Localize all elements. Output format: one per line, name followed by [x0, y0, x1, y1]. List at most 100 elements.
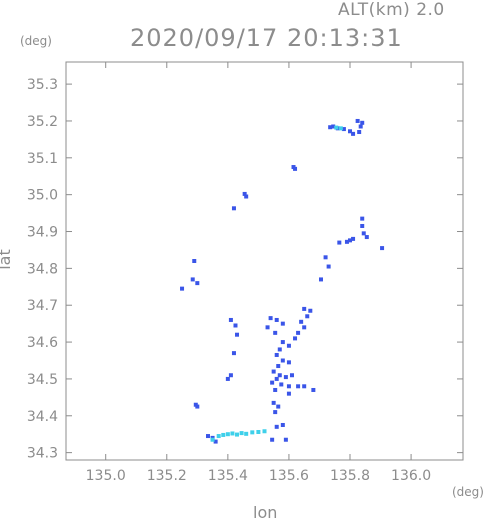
data-point: [235, 332, 240, 337]
data-point: [286, 391, 291, 396]
data-point: [280, 422, 285, 427]
y-tick-label: 34.3: [27, 446, 58, 462]
data-point: [337, 240, 342, 245]
data-point: [230, 431, 235, 436]
data-point: [286, 360, 291, 365]
data-point: [274, 352, 279, 357]
data-point: [289, 373, 294, 378]
altitude-label: ALT(km) 2.0: [338, 0, 445, 20]
data-point: [351, 131, 356, 136]
data-point: [355, 118, 360, 123]
x-axis-label: lon: [253, 503, 278, 522]
y-tick-label: 34.6: [27, 335, 58, 351]
data-point: [293, 166, 298, 171]
data-point: [318, 277, 323, 282]
data-point: [231, 351, 236, 356]
data-point: [334, 125, 339, 130]
data-point: [276, 404, 281, 409]
data-point: [271, 369, 276, 374]
y-tick-label: 34.5: [27, 372, 58, 388]
data-point: [271, 400, 276, 405]
data-point: [228, 373, 233, 378]
y-tick-label: 35.3: [27, 77, 58, 93]
data-point: [351, 236, 356, 241]
data-point: [296, 384, 301, 389]
x-tick-label: 136.0: [391, 468, 431, 484]
x-tick-label: 135.2: [147, 468, 187, 484]
data-point: [270, 437, 275, 442]
data-point: [296, 330, 301, 335]
y-tick-label: 35.1: [27, 151, 58, 167]
data-point: [231, 206, 236, 211]
data-point: [277, 347, 282, 352]
y-tick-label: 34.9: [27, 225, 58, 241]
data-point: [268, 316, 273, 321]
plot-frame: [65, 61, 464, 461]
data-point: [273, 330, 278, 335]
y-tick-label: 34.7: [27, 298, 58, 314]
data-point: [302, 384, 307, 389]
data-point: [244, 194, 249, 199]
data-point: [235, 432, 240, 437]
data-point: [358, 124, 363, 129]
data-point: [344, 239, 349, 244]
data-point: [279, 382, 284, 387]
data-point: [302, 306, 307, 311]
data-point: [195, 281, 200, 286]
data-point: [348, 238, 353, 243]
data-point: [283, 437, 288, 442]
data-point: [341, 127, 346, 132]
x-tick-label: 135.6: [269, 468, 309, 484]
data-point: [265, 325, 270, 330]
y-tick-label: 35.0: [27, 188, 58, 204]
data-point: [276, 364, 281, 369]
data-point: [360, 223, 365, 228]
data-point: [360, 120, 365, 125]
data-point: [216, 434, 221, 439]
data-point: [250, 430, 255, 435]
data-point: [210, 437, 215, 442]
data-point: [338, 126, 343, 131]
data-point: [331, 124, 336, 129]
data-point: [326, 264, 331, 269]
y-axis-unit: (deg): [20, 34, 52, 48]
data-point: [270, 380, 275, 385]
data-point: [190, 277, 195, 282]
data-point: [206, 434, 211, 439]
data-point: [262, 429, 267, 434]
data-point: [286, 384, 291, 389]
y-tick-label: 34.4: [27, 409, 58, 425]
x-tick-label: 135.8: [330, 468, 370, 484]
x-tick-label: 135.0: [86, 468, 126, 484]
data-point: [273, 410, 278, 415]
x-axis-unit: (deg): [452, 485, 484, 499]
data-points: [180, 118, 385, 444]
data-point: [305, 314, 310, 319]
data-point: [225, 376, 230, 381]
data-point: [299, 319, 304, 324]
y-tick-label: 35.2: [27, 114, 58, 130]
data-point: [293, 336, 298, 341]
data-point: [302, 325, 307, 330]
data-point: [192, 259, 197, 263]
data-point: [280, 321, 285, 326]
data-point: [277, 373, 282, 378]
data-point: [311, 387, 316, 392]
data-point: [286, 343, 291, 348]
data-point: [256, 429, 261, 434]
data-point: [242, 191, 247, 196]
data-point: [364, 235, 369, 240]
y-tick-label: 34.8: [27, 261, 58, 277]
data-point: [228, 317, 233, 322]
data-point: [323, 255, 328, 260]
data-point: [180, 286, 185, 291]
data-point: [283, 375, 288, 380]
x-tick-label: 135.4: [208, 468, 248, 484]
data-point: [221, 432, 226, 437]
data-point: [274, 376, 279, 381]
data-point: [233, 323, 238, 328]
data-point: [280, 340, 285, 345]
data-point: [328, 125, 333, 130]
data-point: [274, 317, 279, 322]
